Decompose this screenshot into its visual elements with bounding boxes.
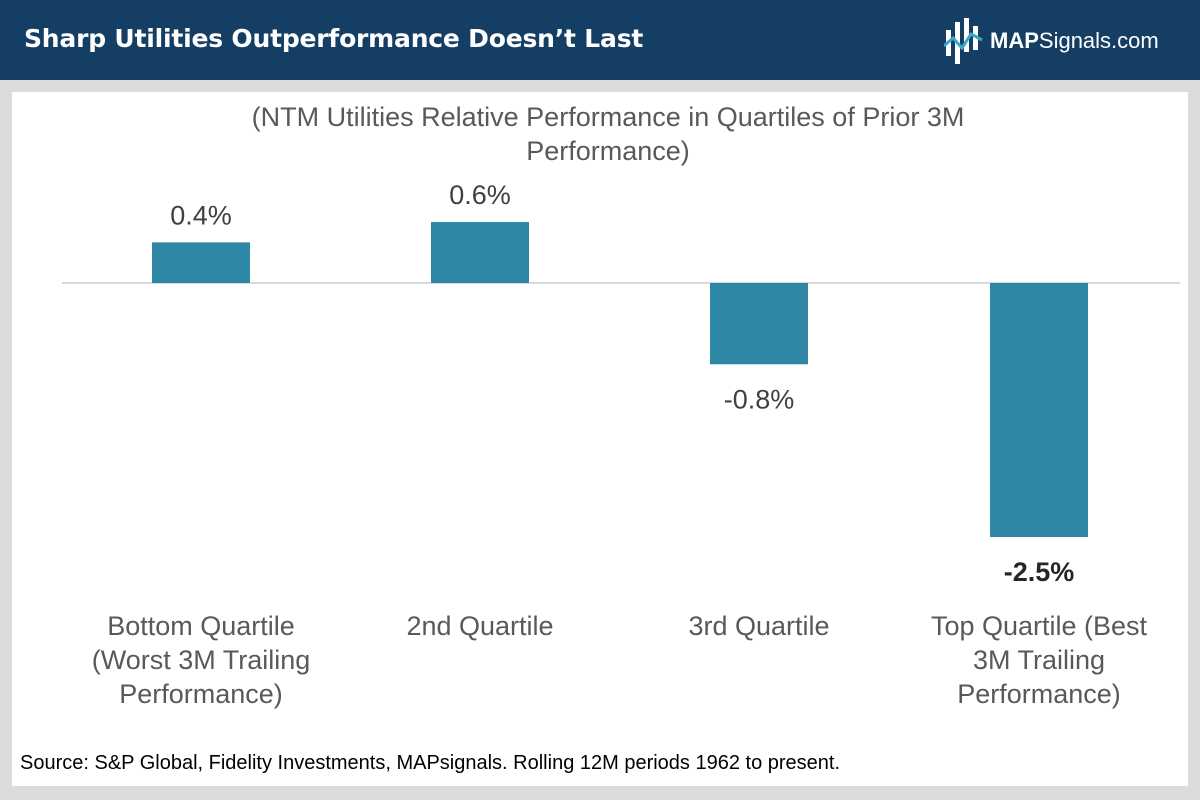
header-bar: Sharp Utilities Outperformance Doesn’t L… bbox=[0, 0, 1200, 80]
data-label: 0.4% bbox=[170, 200, 232, 230]
mapsignals-logo[interactable]: MAPSignals.com bbox=[944, 14, 1184, 68]
bar-chart: (NTM Utilities Relative Performance in Q… bbox=[62, 102, 1180, 709]
chart-title-line: (NTM Utilities Relative Performance in Q… bbox=[252, 102, 965, 132]
mapsignals-logo-icon bbox=[944, 18, 983, 64]
data-label: -0.8% bbox=[724, 384, 795, 414]
category-label: Performance) bbox=[119, 679, 283, 709]
logo-wordmark: MAPSignals.com bbox=[990, 14, 1159, 68]
category-label: 3rd Quartile bbox=[688, 611, 829, 641]
data-label: -2.5% bbox=[1004, 557, 1075, 587]
data-label: 0.6% bbox=[449, 180, 511, 210]
category-label: 2nd Quartile bbox=[406, 611, 553, 641]
chart-title-line: Performance) bbox=[526, 136, 690, 166]
bar bbox=[431, 222, 529, 283]
bar bbox=[710, 283, 808, 365]
category-label: Top Quartile (Best bbox=[931, 611, 1148, 641]
logo-text-regular: Signals.com bbox=[1038, 28, 1159, 53]
category-label: Performance) bbox=[957, 679, 1121, 709]
category-label: Bottom Quartile bbox=[107, 611, 295, 641]
logo-text-bold: MAP bbox=[990, 28, 1039, 53]
category-label: (Worst 3M Trailing bbox=[92, 645, 311, 675]
chart-panel: (NTM Utilities Relative Performance in Q… bbox=[12, 92, 1188, 786]
bar bbox=[152, 242, 250, 283]
source-note: Source: S&P Global, Fidelity Investments… bbox=[20, 752, 841, 774]
category-label: 3M Trailing bbox=[973, 645, 1105, 675]
page-title: Sharp Utilities Outperformance Doesn’t L… bbox=[24, 24, 644, 53]
bar bbox=[990, 283, 1088, 537]
